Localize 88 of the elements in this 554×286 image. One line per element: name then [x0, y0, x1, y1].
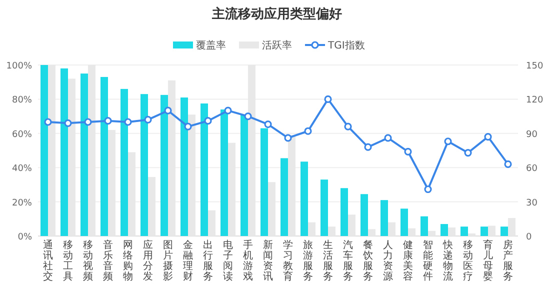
point [304, 127, 312, 135]
bar [340, 188, 348, 236]
x-tick-label: 网络购物 [123, 240, 133, 282]
y-tick-label: 80% [12, 96, 32, 106]
x-tick-label: 移动医疗 [463, 239, 473, 282]
x-tick-label: 房产服务 [503, 239, 513, 282]
legend-label: 覆盖率 [196, 40, 226, 52]
point [364, 143, 372, 151]
y2-tick-label: 90 [526, 130, 538, 140]
point [464, 148, 472, 157]
x-tick-label: 快递物流 [442, 239, 453, 282]
x-tick-label: 生活服务 [323, 239, 333, 282]
x-tick-label: 手机游戏 [243, 239, 253, 282]
x-tick-label: 图片摄影 [163, 240, 173, 282]
x-tick-label: 金融理财 [183, 239, 193, 282]
y2-tick-label: 60 [526, 164, 538, 174]
point [184, 122, 192, 130]
point [224, 106, 232, 114]
point [424, 185, 432, 194]
bar [320, 180, 328, 236]
bar [80, 74, 88, 236]
bar [200, 103, 208, 236]
bar [480, 226, 488, 236]
legend-label: TGI指数 [327, 40, 365, 52]
point [244, 112, 252, 120]
point [284, 134, 292, 142]
x-tick-label: 健康美容 [403, 240, 413, 282]
y-tick-label: 20% [12, 198, 32, 208]
bar [180, 97, 188, 236]
bar [280, 158, 288, 236]
y2-tick-label: 120 [526, 96, 544, 106]
point [384, 134, 392, 142]
bar [360, 194, 368, 236]
y2-tick-label: 0 [526, 232, 532, 242]
y-tick-label: 60% [12, 130, 32, 140]
bar [100, 76, 108, 236]
x-tick-label: 人力资源 [383, 240, 393, 282]
bar [400, 208, 408, 236]
y-tick-label: 100% [6, 62, 32, 72]
point [204, 117, 212, 125]
bar [240, 114, 248, 236]
x-tick-label: 汽车服务 [343, 239, 353, 282]
bar [460, 226, 468, 236]
y-tick-label: 40% [12, 164, 32, 174]
point [144, 116, 152, 124]
point [484, 133, 492, 141]
bar [380, 200, 388, 236]
x-tick-label: 旅游服务 [303, 239, 313, 282]
bar [120, 88, 128, 236]
point [124, 118, 132, 126]
point [444, 138, 452, 146]
x-tick-label: 电子阅读 [223, 239, 233, 282]
x-tick-label: 学习教育 [283, 239, 293, 282]
point [104, 117, 112, 125]
x-tick-label: 育儿母婴 [483, 239, 493, 282]
bar [40, 65, 48, 236]
x-tick-label: 新闻资讯 [263, 239, 273, 282]
bar [160, 94, 168, 236]
x-tick-label: 餐饮服务 [362, 239, 373, 282]
y-tick-label: 0% [18, 232, 32, 242]
point [324, 95, 332, 103]
point [44, 118, 52, 126]
bar [440, 224, 448, 236]
x-tick-label: 出行服务 [203, 239, 213, 282]
x-tick-label: 音乐音频 [103, 239, 113, 282]
bar [60, 68, 68, 236]
point [404, 148, 412, 156]
point [84, 118, 92, 126]
bar [300, 162, 308, 236]
bar [260, 128, 268, 236]
y2-tick-label: 30 [526, 198, 538, 208]
x-tick-label: 移动视频 [83, 239, 93, 282]
point [64, 119, 72, 127]
bar [140, 94, 148, 236]
x-tick-label: 通讯社交 [43, 239, 53, 282]
point [504, 160, 512, 168]
chart-title: 主流移动应用类型偏好 [211, 6, 342, 22]
y2-tick-label: 150 [526, 62, 544, 72]
point [344, 122, 352, 130]
x-tick-label: 应用分发 [143, 239, 153, 282]
x-tick-label: 移动工具 [63, 239, 73, 282]
x-tick-label: 智能硬件 [423, 239, 433, 282]
bar [220, 109, 228, 236]
legend-label: 活跃率 [262, 40, 292, 52]
bar [500, 226, 508, 236]
point [264, 120, 272, 128]
point [164, 106, 172, 114]
bar [420, 216, 428, 236]
